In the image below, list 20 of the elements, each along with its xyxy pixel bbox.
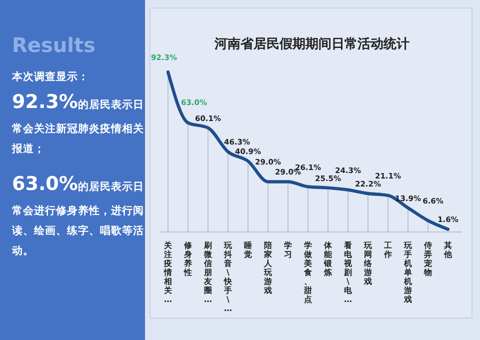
x-tick-label: 其他 xyxy=(443,241,453,259)
x-tick-label: 学习 xyxy=(284,241,292,259)
x-tick-label: 玩手机单机游戏 xyxy=(403,241,413,304)
text: 92.3%的居民表示日常会关注新冠肺炎疫情相关报道； xyxy=(11,91,144,155)
x-tick-label: 侍弄宠物 xyxy=(423,241,432,277)
x-tick-label: 学做美食、甜点 xyxy=(303,241,313,304)
text: Results xyxy=(12,33,96,57)
x-tick-label: 陪家人玩游戏 xyxy=(263,241,273,295)
x-tick-label: 玩网络游戏 xyxy=(363,241,373,286)
text: 63.0%的居民表示日常会进行修身养性，进行阅读、绘画、练字、唱歌等活动。 xyxy=(11,173,144,257)
x-tick-label: 刷微信朋友圈… xyxy=(203,241,213,304)
x-tick-label: 关注疫情相关… xyxy=(163,241,173,304)
x-tick-label: 看电视剧\电… xyxy=(343,241,353,304)
chart-title: 河南省居民假期期间日常活动统计 xyxy=(214,36,410,52)
x-tick-label: 玩抖音\快手\… xyxy=(223,241,233,313)
x-tick-label: 体能锻炼 xyxy=(323,241,333,277)
text: 本次调查显示： xyxy=(11,70,89,83)
x-tick-label: 修身养性 xyxy=(183,241,193,277)
x-tick-label: 睡觉 xyxy=(243,241,252,259)
x-tick-label: 工作 xyxy=(383,241,392,259)
